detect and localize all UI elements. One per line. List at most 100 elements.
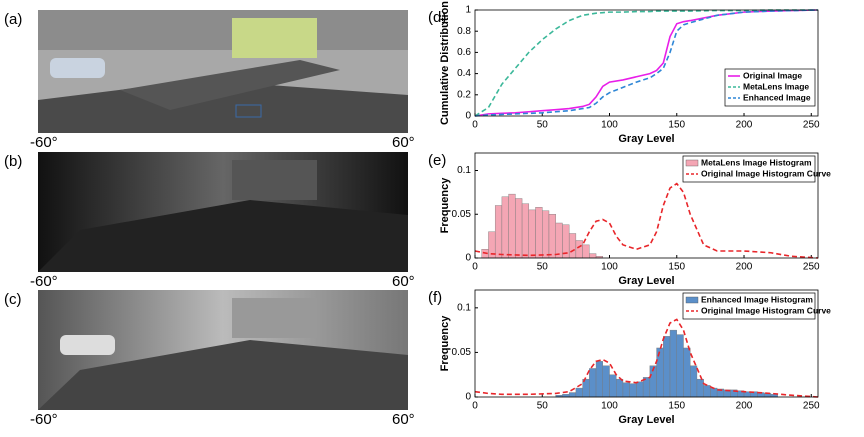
angle-label: 60°	[392, 411, 415, 428]
histogram-bar	[595, 361, 603, 398]
legend-box	[682, 155, 816, 183]
x-tick-label: 50	[537, 120, 549, 131]
histogram-bar	[575, 387, 583, 398]
legend-label: Enhanced Image Histogram	[701, 294, 813, 304]
x-tick-label: 250	[803, 262, 820, 273]
y-tick-label: 0.6	[457, 47, 471, 58]
y-tick-label: 0.8	[457, 26, 471, 37]
histogram-bar	[589, 368, 597, 398]
y-tick-label: 0	[465, 111, 471, 122]
y-axis-label: Frequency	[439, 315, 451, 372]
histogram-bar	[683, 347, 691, 398]
histogram-bar	[508, 193, 516, 259]
histogram-bar	[622, 382, 630, 398]
x-tick-label: 200	[736, 401, 753, 412]
histogram-bar	[562, 394, 570, 398]
histogram-bar	[515, 198, 523, 259]
y-tick-label: 0.1	[457, 165, 471, 176]
x-tick-label: 150	[668, 262, 685, 273]
chart-label: (f)	[428, 289, 442, 306]
y-tick-label: 1	[465, 5, 471, 16]
histogram-bar	[521, 203, 530, 259]
y-tick-label: 0	[465, 253, 471, 264]
legend-label: MetaLens Image Histogram	[701, 157, 812, 167]
histogram-bar	[710, 387, 718, 398]
x-tick-label: 150	[668, 120, 685, 131]
angle-label: -60°	[30, 411, 58, 428]
legend-swatch	[685, 159, 699, 167]
x-tick-label: 100	[601, 120, 618, 131]
x-tick-label: 50	[537, 262, 549, 273]
histogram-bar	[494, 205, 503, 259]
histogram-bar	[535, 207, 543, 259]
x-axis-label: Gray Level	[618, 133, 674, 145]
chart-label: (e)	[428, 152, 446, 169]
histogram-bar	[555, 222, 563, 259]
plot-frame	[474, 152, 819, 259]
legend-box	[682, 292, 816, 320]
y-axis-label: Frequency	[439, 177, 451, 234]
legend-swatch	[685, 296, 699, 304]
angle-label: 60°	[392, 273, 415, 290]
legend-label: Original Image	[743, 70, 802, 80]
histogram-bar	[663, 336, 671, 398]
histogram-bar	[602, 365, 610, 398]
panel-label: (c)	[4, 291, 22, 308]
legend-label: Enhanced Image	[743, 92, 811, 102]
x-tick-label: 200	[736, 120, 753, 131]
plot-frame	[474, 289, 819, 398]
angle-label: -60°	[30, 273, 58, 290]
cdf-line	[474, 9, 819, 117]
y-tick-label: 0.2	[457, 89, 471, 100]
histogram-bar	[616, 378, 624, 398]
y-axis-label: Cumulative Distribution	[439, 1, 451, 125]
y-tick-label: 0.05	[452, 347, 472, 358]
plot-frame	[474, 9, 819, 117]
image-a	[38, 10, 408, 133]
panel-label: (b)	[4, 153, 22, 170]
histogram-bar	[696, 378, 704, 398]
x-tick-label: 0	[472, 262, 478, 273]
y-tick-label: 0.4	[457, 68, 471, 79]
histogram-bar	[676, 334, 684, 398]
x-tick-label: 150	[668, 401, 685, 412]
chart-label: (d)	[428, 9, 446, 26]
x-tick-label: 100	[601, 401, 618, 412]
x-tick-label: 100	[601, 262, 618, 273]
histogram-bar	[501, 196, 509, 259]
panel-label: (a)	[4, 11, 22, 28]
x-axis-label: Gray Level	[618, 414, 674, 426]
histogram-bar	[690, 365, 698, 398]
angle-label: 60°	[392, 134, 415, 151]
x-tick-label: 250	[803, 401, 820, 412]
cdf-line	[474, 9, 819, 117]
legend-label: Original Image Histogram Curve	[701, 168, 831, 178]
x-tick-label: 0	[472, 120, 478, 131]
histogram-bar	[582, 244, 590, 259]
legend-label: MetaLens Image	[743, 81, 809, 91]
x-tick-label: 50	[537, 401, 549, 412]
histogram-bar	[568, 233, 577, 259]
cdf-line	[474, 9, 818, 117]
x-tick-label: 0	[472, 401, 478, 412]
histogram-bar	[528, 209, 536, 259]
histogram-bar	[548, 214, 556, 259]
image-b	[38, 152, 408, 272]
histogram-bar	[568, 392, 577, 398]
angle-label: -60°	[30, 134, 58, 151]
histogram-bar	[589, 253, 597, 259]
histogram-bar	[575, 240, 583, 259]
histogram-bar	[669, 329, 677, 398]
x-axis-label: Gray Level	[618, 275, 674, 287]
histogram-bar	[542, 210, 550, 259]
y-tick-label: 0.1	[457, 302, 471, 313]
y-tick-label: 0.05	[452, 209, 472, 220]
x-tick-label: 250	[803, 120, 820, 131]
y-tick-label: 0	[465, 392, 471, 403]
histogram-curve	[474, 318, 819, 398]
legend-label: Original Image Histogram Curve	[701, 305, 831, 315]
histogram-bar	[609, 374, 617, 398]
histogram-bar	[703, 385, 711, 398]
x-tick-label: 200	[736, 262, 753, 273]
